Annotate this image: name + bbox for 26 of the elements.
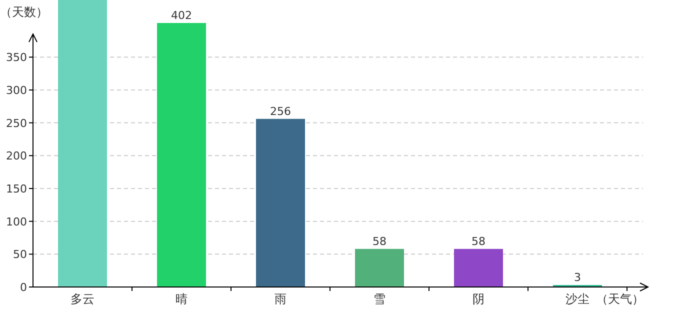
bar <box>58 0 107 287</box>
data-label: 3 <box>574 271 581 284</box>
y-tick-label: 0 <box>20 281 27 294</box>
bar <box>157 22 206 287</box>
x-tick-label: 阴 <box>472 292 484 306</box>
x-axis-title: （天气） <box>596 292 644 306</box>
x-tick-label: 雪 <box>374 292 386 306</box>
bar <box>454 248 503 287</box>
y-tick-label: 200 <box>6 150 27 163</box>
y-tick-label: 50 <box>13 248 27 262</box>
bar <box>256 118 305 287</box>
y-tick-label: 150 <box>6 182 27 196</box>
x-tick-label: 雨 <box>274 292 286 306</box>
y-tick-label: 350 <box>6 51 27 64</box>
y-tick-label: 250 <box>6 116 27 130</box>
x-tick-label: 多云 <box>70 292 94 306</box>
data-label: 402 <box>171 8 192 22</box>
y-tick-label: 100 <box>6 215 27 228</box>
data-label: 58 <box>372 234 386 248</box>
y-tick-label: 300 <box>6 84 27 97</box>
bar <box>355 248 404 287</box>
data-label: 256 <box>270 104 291 118</box>
x-tick-label: 晴 <box>176 292 188 306</box>
x-tick-label: 沙尘 <box>566 292 590 306</box>
y-axis-title: （天数） <box>0 5 48 19</box>
data-label: 58 <box>472 234 486 248</box>
